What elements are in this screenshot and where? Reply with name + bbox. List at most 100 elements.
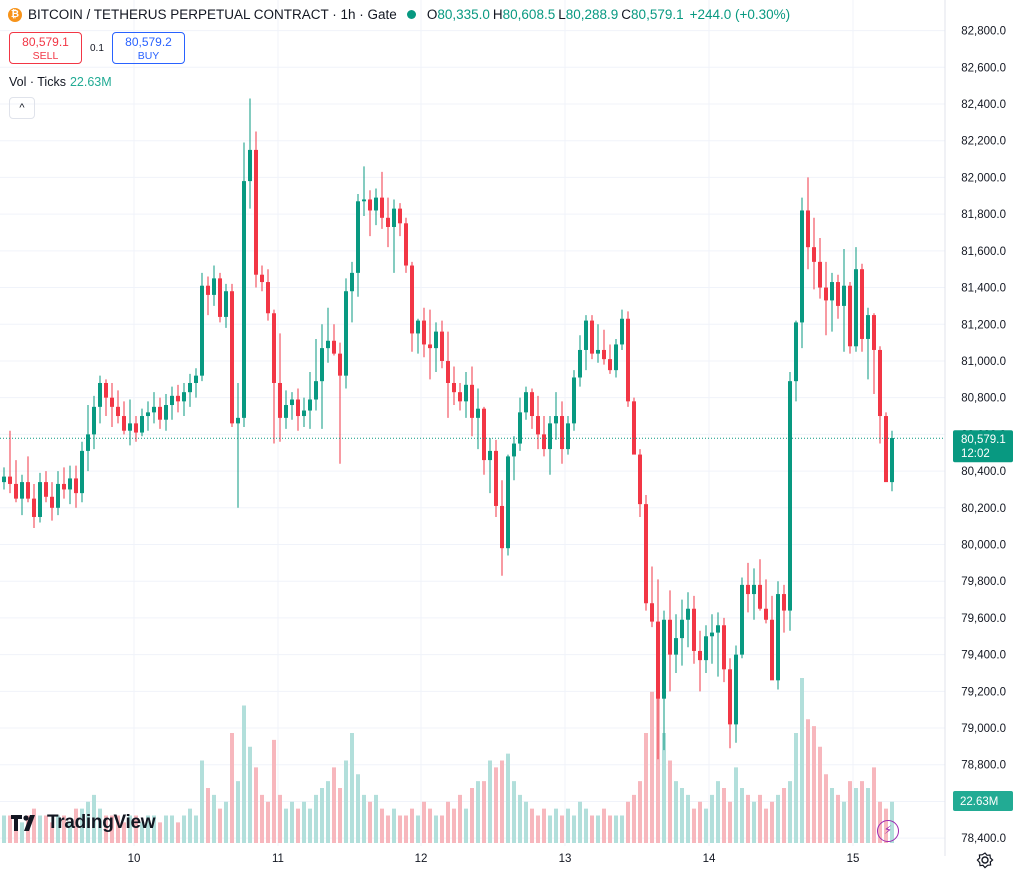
volume-bar	[266, 801, 270, 843]
high-label: H	[492, 7, 503, 22]
volume-bar	[422, 801, 426, 843]
candle-body	[320, 348, 324, 382]
volume-bar	[326, 781, 330, 843]
candle-body	[422, 320, 426, 345]
candle-body	[176, 395, 180, 402]
volume-bar	[86, 801, 90, 843]
flash-icon[interactable]: ⚡	[877, 820, 899, 842]
sell-button[interactable]: 80,579.1 SELL	[9, 32, 82, 64]
volume-bar	[92, 794, 96, 843]
candle-body	[482, 408, 486, 461]
candle-body	[494, 450, 498, 506]
candle-body	[44, 482, 48, 497]
candle-body	[632, 401, 636, 455]
volume-bar	[776, 794, 780, 843]
grid-lines	[0, 0, 945, 846]
market-open-icon	[406, 10, 416, 19]
volume-bar	[566, 808, 570, 843]
candle-body	[548, 423, 552, 450]
price-tick-label: 81,800.0	[961, 209, 1006, 221]
candle-body	[26, 482, 30, 499]
candle-body	[260, 274, 264, 283]
price-tick-label: 80,400.0	[961, 466, 1006, 478]
volume-bar	[482, 781, 486, 843]
candle-body	[302, 410, 306, 417]
close-value: 80,579.1	[631, 7, 684, 22]
candle-body	[116, 406, 120, 417]
volume-bar	[224, 801, 228, 843]
collapse-legend-button[interactable]: ^	[9, 97, 35, 119]
candle-body	[188, 382, 192, 393]
candle-body	[392, 208, 396, 227]
candle-body	[182, 392, 186, 402]
volume-bar	[218, 808, 222, 843]
volume-bar	[44, 815, 48, 843]
candle-body	[722, 625, 726, 670]
volume-bar	[602, 808, 606, 843]
price-tick-label: 79,000.0	[961, 723, 1006, 735]
volume-bar	[788, 781, 792, 843]
volume-bar	[644, 733, 648, 843]
volume-bar	[128, 815, 132, 843]
candle-body	[836, 282, 840, 306]
candle-body	[692, 608, 696, 651]
volume-bar	[704, 808, 708, 843]
symbol-title[interactable]: BITCOIN / TETHERUS PERPETUAL CONTRACT · …	[28, 7, 397, 22]
tradingview-logo[interactable]: TradingView	[11, 812, 156, 834]
candle-body	[134, 423, 138, 433]
volume-bar	[356, 774, 360, 843]
buy-label: BUY	[137, 50, 160, 62]
candle-body	[584, 320, 588, 350]
volume-bar	[584, 808, 588, 843]
volume-bar	[812, 726, 816, 843]
volume-bar	[728, 801, 732, 843]
volume-bar	[68, 822, 72, 843]
date-tick-label: 14	[703, 853, 716, 865]
volume-bar	[548, 815, 552, 843]
volume-bar	[758, 794, 762, 843]
price-tick-label: 79,200.0	[961, 686, 1006, 698]
volume-bar	[746, 794, 750, 843]
volume-bar	[524, 801, 528, 843]
candle-body	[596, 349, 600, 354]
candle-body	[326, 340, 330, 349]
buy-button[interactable]: 80,579.2 BUY	[112, 32, 185, 64]
candle-body	[350, 272, 354, 292]
time-axis[interactable]: 10 11 12 13 14 15	[128, 853, 860, 865]
volume-bar	[56, 815, 60, 843]
volume-bar	[272, 739, 276, 843]
candle-body	[230, 291, 234, 424]
volume-bar	[620, 815, 624, 843]
candle-body	[518, 412, 522, 444]
candle-body	[764, 608, 768, 620]
price-axis[interactable]: 82,800.0 82,600.0 82,400.0 82,200.0 82,000.0…	[944, 0, 1006, 856]
volume-bar	[500, 760, 504, 843]
candle-body	[500, 505, 504, 549]
volume-bar	[680, 788, 684, 843]
candle-body	[878, 349, 882, 417]
volume-bar	[290, 801, 294, 843]
volume-bar	[206, 788, 210, 843]
candle-body	[668, 619, 672, 655]
candle-body	[236, 417, 240, 424]
candle-body	[2, 476, 6, 483]
volume-bar	[734, 767, 738, 843]
candle-body	[308, 399, 312, 411]
volume-bar	[770, 801, 774, 843]
date-tick-label: 13	[559, 853, 572, 865]
volume-bar	[332, 767, 336, 843]
volume-bar	[494, 767, 498, 843]
date-tick-label: 11	[272, 853, 284, 865]
candle-body	[644, 504, 648, 604]
price-tick-label: 79,400.0	[961, 650, 1006, 662]
volume-bar	[842, 801, 846, 843]
volume-bar	[458, 794, 462, 843]
price-tick-label: 82,000.0	[961, 172, 1006, 184]
volume-legend[interactable]: Vol · Ticks 22.63M	[9, 75, 112, 89]
price-tick-label: 78,400.0	[961, 833, 1006, 845]
volume-bar	[122, 822, 126, 843]
gear-icon[interactable]	[976, 851, 994, 869]
candle-body	[626, 318, 630, 402]
candle-body	[788, 381, 792, 611]
